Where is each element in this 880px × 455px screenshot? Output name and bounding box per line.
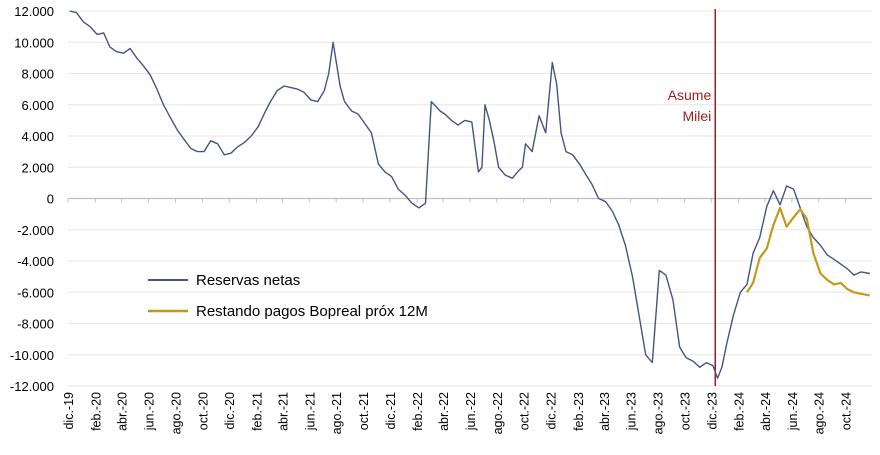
legend-label-restando-pagos-bopreal: Restando pagos Bopreal próx 12M	[196, 303, 428, 320]
annotation-label-line2: Milei	[682, 108, 711, 124]
x-tick-label: oct.-24	[840, 392, 854, 430]
x-tick-label: jun.-22	[464, 392, 478, 431]
x-tick-label: feb.-21	[250, 392, 264, 431]
x-tick-label: abr.-21	[276, 392, 290, 431]
y-tick-label: 10.000	[14, 35, 54, 50]
x-tick-label: dic.-21	[384, 392, 398, 430]
y-tick-label: -8.000	[17, 317, 54, 332]
x-tick-label: dic.-20	[223, 392, 237, 430]
x-tick-label: ago.-24	[813, 392, 827, 434]
x-tick-label: dic.-22	[545, 392, 559, 430]
legend: Reservas netas Restando pagos Bopreal pr…	[148, 272, 428, 320]
x-tick-label: feb.-24	[733, 392, 747, 431]
x-tick-label: feb.-20	[89, 392, 103, 431]
x-axis: dic.-19 feb.-20 abr.-20 jun.-20 ago.-20 oct.-…	[62, 198, 854, 434]
x-tick-label: oct.-22	[518, 392, 532, 430]
y-tick-label: -6.000	[17, 285, 54, 300]
annotation: Asume Milei	[668, 9, 717, 386]
x-tick-label: ago.-22	[491, 392, 505, 434]
x-tick-label: oct.-23	[678, 392, 692, 430]
x-tick-label: jun.-23	[625, 392, 639, 431]
x-tick-label: abr.-22	[437, 392, 451, 431]
x-tick-label: ago.-21	[330, 392, 344, 434]
x-tick-label: feb.-22	[411, 392, 425, 431]
y-tick-label: -4.000	[17, 254, 54, 269]
series-line-restando-pagos-bopreal	[746, 206, 870, 297]
gridlines	[68, 10, 872, 387]
x-tick-label: ago.-23	[652, 392, 666, 434]
y-tick-label: 6.000	[21, 98, 54, 113]
y-tick-label: 0	[47, 192, 54, 207]
legend-label-reservas-netas: Reservas netas	[196, 272, 300, 289]
y-tick-label: -10.000	[10, 348, 54, 363]
x-tick-label: abr.-20	[116, 392, 130, 431]
x-tick-label: oct.-20	[196, 392, 210, 430]
annotation-label-line1: Asume	[668, 87, 712, 103]
x-tick-label: dic.-23	[705, 392, 719, 430]
x-tick-label: abr.-24	[759, 392, 773, 431]
series-layer	[69, 10, 870, 379]
x-tick-label: jun.-21	[303, 392, 317, 431]
y-tick-label: 4.000	[21, 129, 54, 144]
x-tick-label: jun.-24	[786, 392, 800, 431]
y-axis: 12.000 10.000 8.000 6.000 4.000 2.000 0 -2.000 -…	[10, 4, 54, 394]
x-tick-label: abr.-23	[598, 392, 612, 431]
x-tick-label: ago.-20	[169, 392, 183, 434]
y-tick-label: 2.000	[21, 160, 54, 175]
x-tick-label: dic.-19	[62, 392, 76, 430]
x-tick-label: jun.-20	[143, 392, 157, 431]
y-tick-label: 8.000	[21, 67, 54, 82]
x-tick-label: feb.-23	[572, 392, 586, 431]
y-tick-label: -12.000	[10, 379, 54, 394]
y-tick-label: -2.000	[17, 223, 54, 238]
x-tick-label: oct.-21	[357, 392, 371, 430]
y-tick-label: 12.000	[14, 4, 54, 19]
series-line-reservas-netas	[69, 10, 870, 379]
